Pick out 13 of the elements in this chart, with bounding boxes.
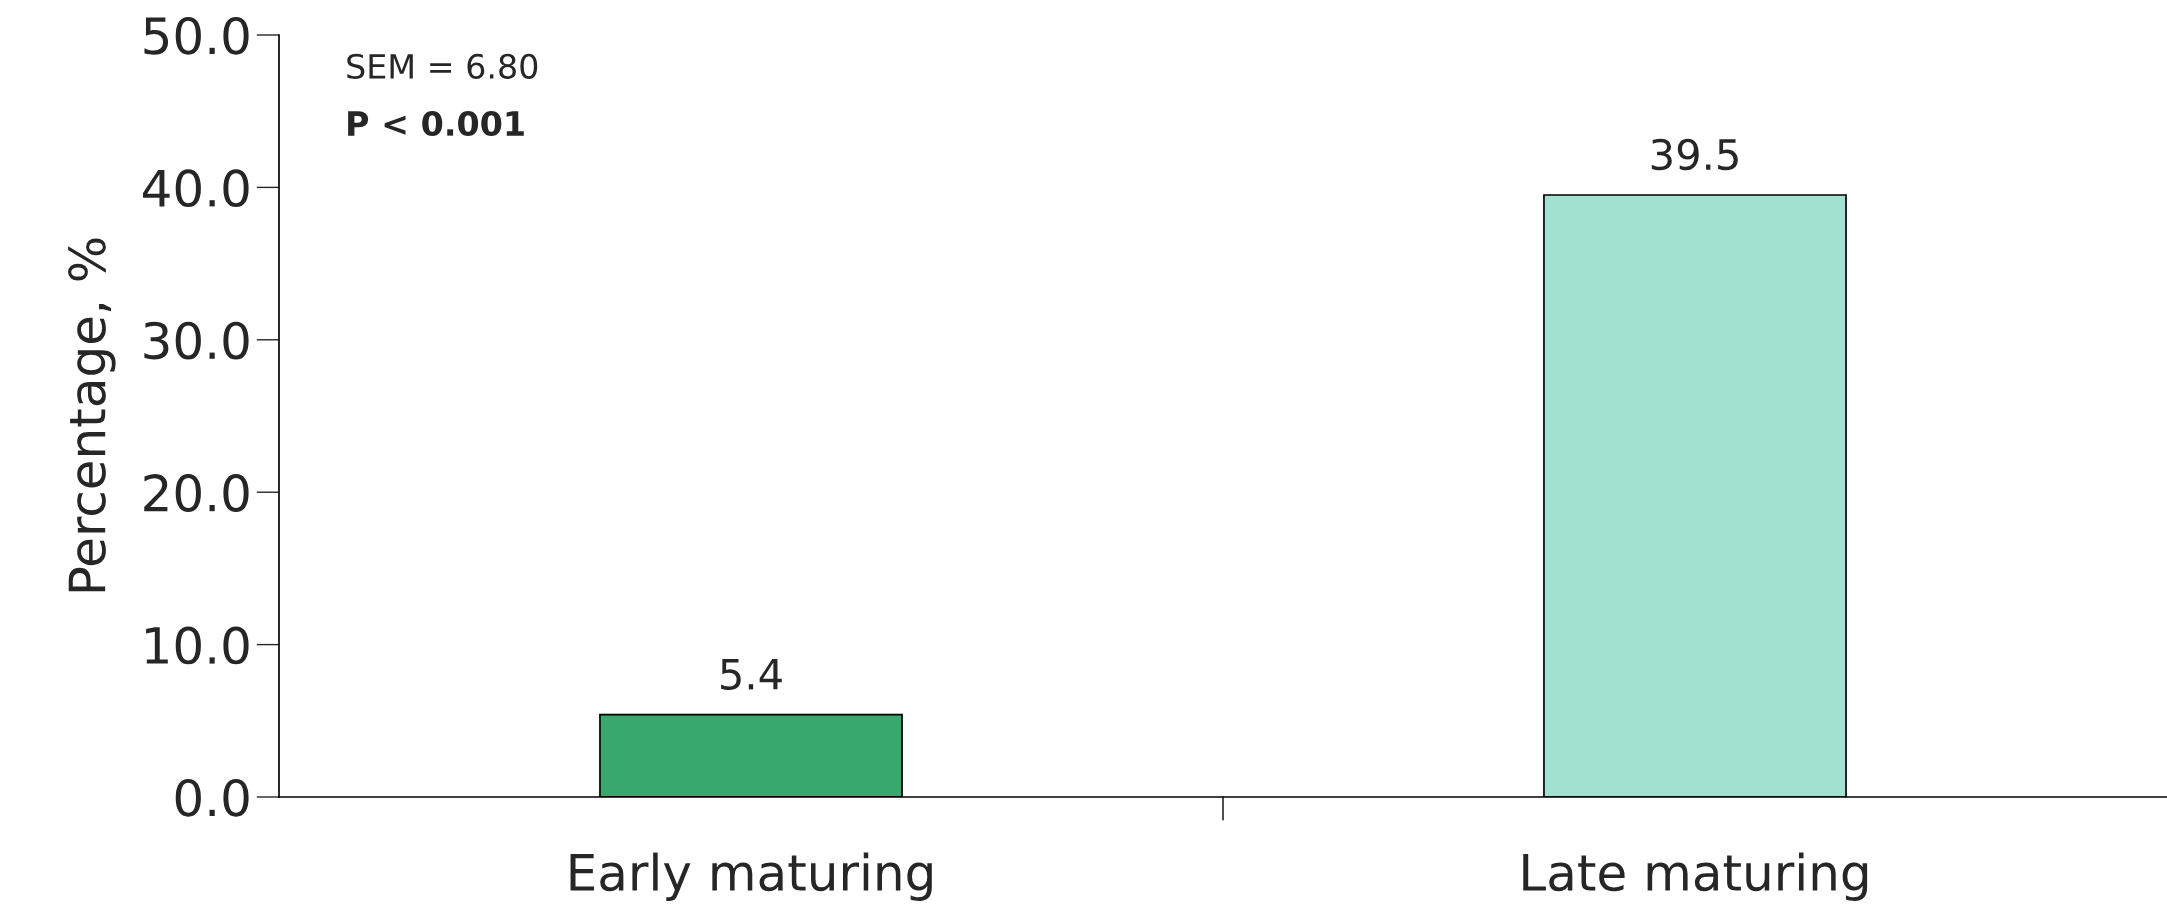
y-tick-label: 40.0 — [143, 169, 249, 208]
y-tick-label: 10.0 — [146, 626, 249, 665]
y-tick-label: 0.0 — [175, 778, 249, 817]
y-tick-label: 30.0 — [144, 321, 249, 360]
y-tick-label: 50.0 — [144, 16, 249, 55]
y-axis-title: Percentage, % — [68, 238, 116, 592]
x-tick-label: Early maturing — [570, 852, 932, 901]
x-tick-label: Late maturing — [1523, 852, 1868, 901]
annotation: P < 0.001 — [348, 110, 524, 137]
data-label: 39.5 — [1651, 138, 1738, 171]
annotation: SEM = 6.80 — [347, 53, 538, 79]
y-tick-label: 20.0 — [144, 474, 249, 512]
data-label: 5.4 — [721, 658, 782, 690]
